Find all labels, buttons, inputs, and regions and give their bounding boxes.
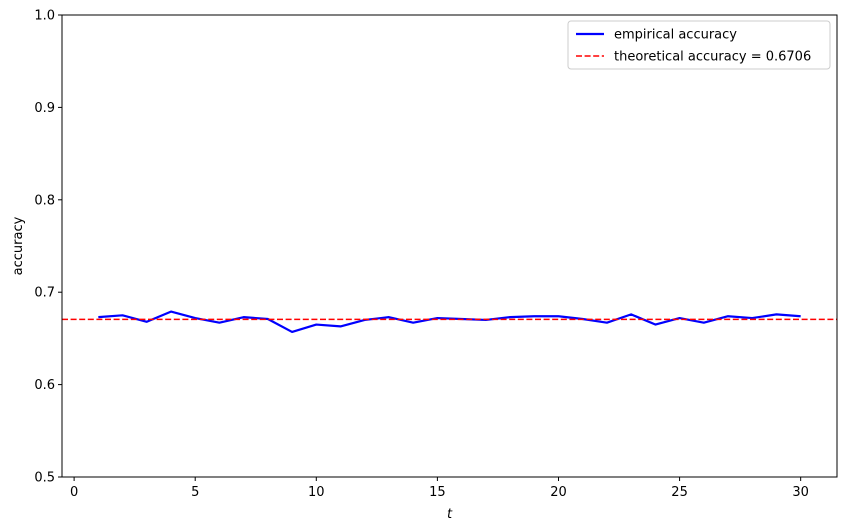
- empirical-accuracy-line: [98, 310, 801, 334]
- y-tick-label: 0.8: [34, 193, 55, 208]
- y-tick-label: 0.6: [34, 378, 55, 393]
- y-axis: 0.5 0.6 0.7 0.8 0.9 1.0: [34, 9, 62, 486]
- x-tick-label: 25: [671, 485, 688, 500]
- legend-label-theoretical: theoretical accuracy = 0.6706: [614, 50, 811, 65]
- y-tick-label: 0.9: [34, 101, 55, 116]
- y-axis-label: accuracy: [11, 216, 26, 275]
- x-tick-label: 0: [70, 485, 78, 500]
- x-tick-label: 15: [429, 485, 446, 500]
- x-tick-label: 30: [792, 485, 809, 500]
- series-layer: [62, 310, 837, 334]
- y-tick-label: 0.5: [34, 471, 55, 486]
- x-tick-label: 5: [191, 485, 199, 500]
- plot-area-frame: [61, 14, 838, 478]
- x-axis-label: t: [447, 507, 453, 522]
- x-tick-label: 20: [550, 485, 567, 500]
- x-axis: 0 5 10 15 20 25 30: [70, 477, 809, 500]
- legend-label-empirical: empirical accuracy: [614, 28, 737, 43]
- x-tick-label: 10: [308, 485, 325, 500]
- y-tick-label: 0.7: [34, 286, 55, 301]
- y-tick-label: 1.0: [34, 9, 55, 24]
- legend-box: [567, 20, 831, 70]
- legend: empirical accuracy theoretical accuracy …: [567, 20, 831, 70]
